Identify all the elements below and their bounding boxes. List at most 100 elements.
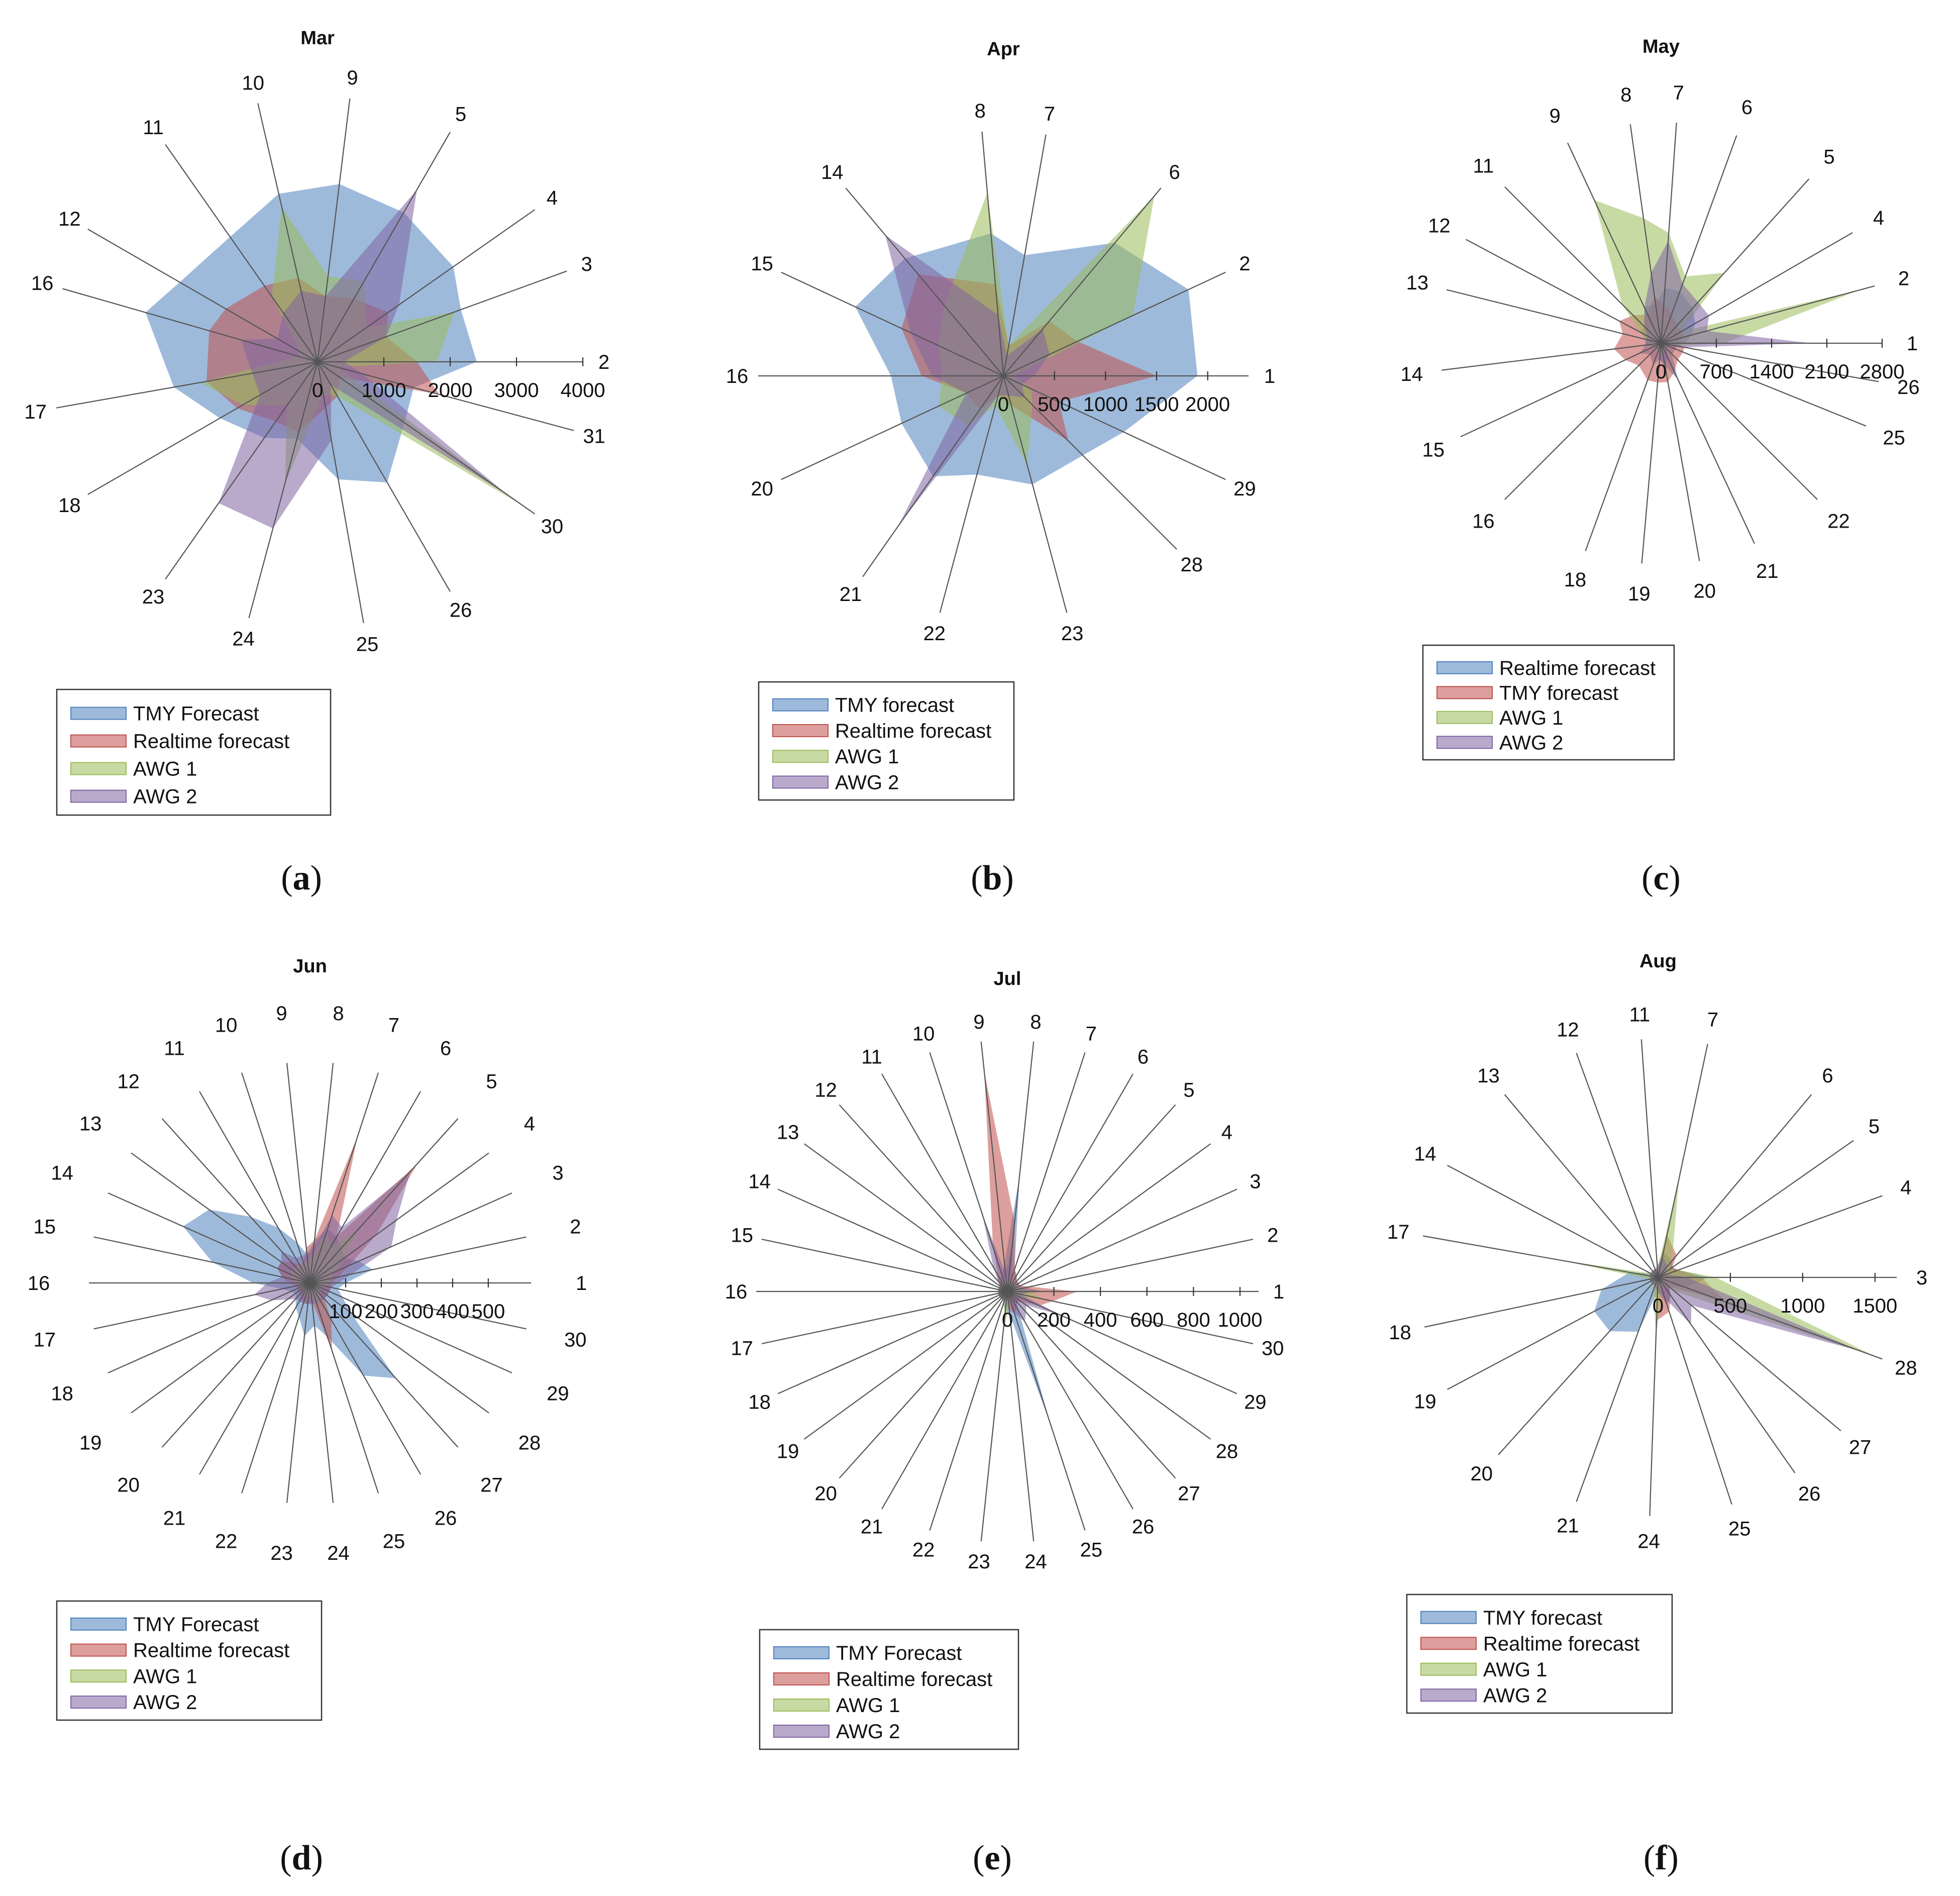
- spoke-line: [317, 361, 364, 624]
- spoke-line: [1498, 1277, 1659, 1455]
- spoke-label: 26: [435, 1508, 457, 1530]
- legend-label: Realtime forecast: [133, 1640, 289, 1662]
- legend-label: AWG 2: [835, 771, 899, 793]
- spoke-line: [1504, 1094, 1659, 1278]
- spoke-line: [1007, 1143, 1211, 1292]
- axis-tick-label: 500: [1038, 393, 1071, 416]
- spoke-label: 24: [327, 1542, 350, 1564]
- spoke-label: 11: [164, 1037, 185, 1059]
- spoke-label: 21: [840, 583, 862, 606]
- caption-close: ): [1667, 1839, 1679, 1877]
- panel-caption: (b): [971, 859, 1014, 897]
- legend-label: AWG 2: [1483, 1684, 1547, 1707]
- spoke-line: [939, 375, 1004, 613]
- spoke-label: 2: [1898, 268, 1909, 290]
- spoke-line: [1007, 1291, 1133, 1510]
- spoke-label: 3: [1250, 1170, 1261, 1192]
- spoke-label: 24: [1637, 1531, 1660, 1553]
- spoke-line: [839, 1291, 1008, 1479]
- legend: TMY forecast Realtime forecast AWG 1 AWG 2: [1406, 1593, 1673, 1714]
- legend-label: AWG 1: [835, 746, 899, 768]
- caption-open: (: [280, 1839, 291, 1877]
- legend-swatch: [772, 698, 829, 712]
- spoke-line: [845, 187, 1004, 376]
- spoke-label: 12: [814, 1079, 837, 1102]
- spoke-label: 7: [1673, 82, 1684, 104]
- axis-tick-label: 0: [1653, 1295, 1664, 1317]
- spoke-label: 16: [726, 365, 749, 387]
- legend-swatch: [773, 1646, 830, 1659]
- series-area-awg-2: [1644, 241, 1811, 367]
- spoke-line: [1424, 1276, 1659, 1328]
- legend-label: TMY Forecast: [133, 1614, 259, 1636]
- axis-tick-label: 1000: [1217, 1309, 1262, 1331]
- caption-open: (: [973, 1839, 984, 1877]
- spoke-line: [1661, 343, 1818, 500]
- spoke-label: 14: [1400, 363, 1423, 385]
- spoke-label: 25: [1728, 1518, 1751, 1540]
- legend: TMY forecast Realtime forecast AWG 1 AWG 2: [758, 681, 1015, 801]
- legend-swatch: [70, 789, 127, 803]
- spoke-line: [199, 1282, 311, 1475]
- spoke-label: 25: [356, 633, 379, 655]
- spoke-label: 10: [912, 1023, 935, 1045]
- spoke-label: 9: [1550, 105, 1561, 127]
- spoke-label: 2: [1239, 253, 1250, 275]
- axis-tick-label: 3000: [494, 379, 539, 402]
- panel-caption: (d): [280, 1839, 323, 1877]
- legend-swatch: [70, 1669, 127, 1683]
- chart-title: Apr: [987, 39, 1020, 60]
- spoke-line: [286, 1282, 311, 1503]
- spoke-line: [310, 1236, 527, 1284]
- spoke-label: 28: [519, 1432, 541, 1454]
- spoke-label: 24: [232, 628, 255, 650]
- spoke-label: 3: [1916, 1267, 1927, 1289]
- spoke-label: 1: [1273, 1281, 1284, 1303]
- spoke-label: 6: [1169, 161, 1180, 183]
- spoke-line: [1658, 1094, 1812, 1278]
- spoke-line: [881, 1073, 1008, 1292]
- caption-close: ): [311, 859, 322, 897]
- spoke-line: [1423, 1235, 1659, 1278]
- spoke-line: [1447, 1165, 1659, 1278]
- spoke-line: [803, 1143, 1008, 1292]
- legend-swatch: [70, 707, 127, 720]
- spoke-label: 17: [34, 1329, 56, 1351]
- legend-swatch: [70, 1617, 127, 1631]
- axis-tick-label: 2000: [428, 379, 473, 402]
- spoke-label: 5: [455, 103, 466, 125]
- spoke-line: [317, 361, 536, 515]
- spoke-label: 8: [1620, 84, 1631, 106]
- spoke-line: [1447, 1277, 1659, 1390]
- spoke-line: [1576, 1053, 1659, 1278]
- spoke-label: 18: [1389, 1322, 1411, 1344]
- caption-close: ): [1669, 859, 1681, 897]
- spoke-line: [1661, 178, 1810, 344]
- spoke-label: 5: [486, 1071, 497, 1093]
- spoke-line: [317, 132, 451, 362]
- spoke-line: [309, 1072, 379, 1283]
- spoke-label: 6: [1138, 1046, 1149, 1068]
- spoke-label: 4: [524, 1113, 535, 1135]
- spoke-label: 21: [861, 1516, 883, 1538]
- spoke-line: [108, 1282, 311, 1373]
- spoke-line: [1629, 124, 1662, 344]
- spoke-label: 17: [731, 1337, 754, 1359]
- spoke-line: [317, 361, 574, 431]
- spoke-label: 7: [1044, 103, 1055, 125]
- spoke-line: [62, 288, 318, 363]
- series-area-awg-2: [885, 235, 1050, 527]
- spoke-label: 8: [975, 100, 986, 122]
- spoke-label: 6: [440, 1037, 451, 1059]
- spoke-line: [165, 144, 318, 362]
- spoke-line: [781, 271, 1004, 376]
- axis-tick-label: 1500: [1134, 393, 1179, 416]
- caption-letter: d: [292, 1839, 312, 1877]
- panel-caption: (e): [973, 1839, 1012, 1877]
- legend-swatch: [1436, 711, 1493, 724]
- caption-open: (: [1641, 859, 1653, 897]
- spoke-label: 1: [1264, 365, 1275, 387]
- axis-tick-label: 700: [1700, 361, 1733, 383]
- legend-label: AWG 1: [1499, 707, 1563, 729]
